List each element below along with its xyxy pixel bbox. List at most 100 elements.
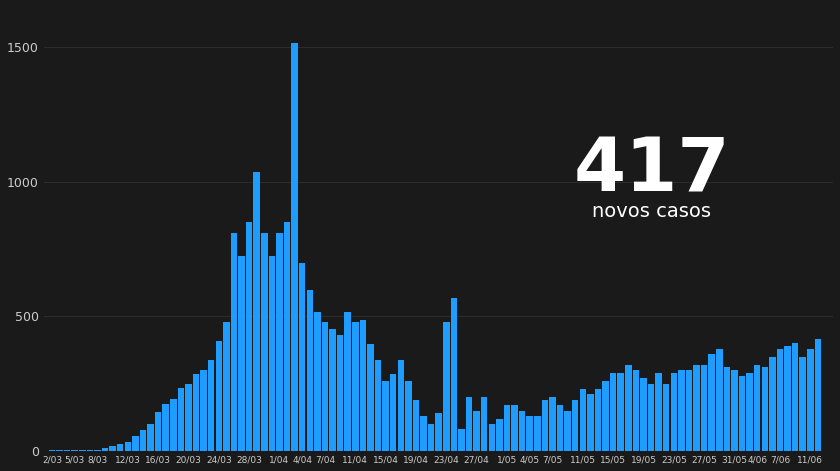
Bar [94, 449, 101, 451]
Bar [602, 381, 609, 451]
Bar [117, 444, 123, 451]
Bar [595, 389, 601, 451]
Bar [792, 343, 798, 451]
Bar [527, 416, 533, 451]
Bar [208, 360, 214, 451]
Bar [375, 360, 381, 451]
Bar [412, 400, 419, 451]
Bar [519, 411, 525, 451]
Bar [420, 416, 427, 451]
Bar [701, 365, 707, 451]
Bar [162, 404, 169, 451]
Bar [71, 450, 78, 451]
Bar [504, 405, 510, 451]
Bar [716, 349, 722, 451]
Text: novos casos: novos casos [592, 202, 711, 221]
Bar [382, 381, 389, 451]
Bar [322, 322, 328, 451]
Bar [352, 322, 359, 451]
Bar [337, 335, 344, 451]
Bar [261, 234, 267, 451]
Bar [56, 450, 63, 451]
Bar [474, 411, 480, 451]
Bar [49, 450, 55, 451]
Bar [397, 360, 404, 451]
Bar [815, 339, 822, 451]
Bar [610, 373, 617, 451]
Bar [276, 234, 283, 451]
Bar [663, 383, 669, 451]
Bar [769, 357, 775, 451]
Bar [670, 373, 677, 451]
Bar [201, 370, 207, 451]
Bar [572, 400, 579, 451]
Bar [587, 394, 594, 451]
Bar [284, 222, 291, 451]
Bar [708, 354, 715, 451]
Bar [625, 365, 632, 451]
Bar [549, 397, 556, 451]
Bar [450, 298, 457, 451]
Bar [193, 374, 199, 451]
Bar [435, 413, 442, 451]
Bar [132, 436, 139, 451]
Bar [489, 424, 495, 451]
Bar [254, 172, 260, 451]
Bar [177, 388, 184, 451]
Bar [466, 397, 472, 451]
Bar [428, 424, 434, 451]
Bar [124, 442, 131, 451]
Bar [777, 349, 783, 451]
Bar [542, 400, 549, 451]
Bar [155, 413, 161, 451]
Bar [139, 430, 146, 451]
Bar [307, 290, 313, 451]
Bar [724, 367, 730, 451]
Bar [64, 450, 71, 451]
Bar [216, 341, 222, 451]
Bar [170, 398, 176, 451]
Bar [481, 397, 487, 451]
Bar [534, 416, 540, 451]
Bar [109, 446, 116, 451]
Bar [405, 381, 412, 451]
Bar [762, 367, 768, 451]
Bar [785, 346, 790, 451]
Bar [617, 373, 624, 451]
Text: 417: 417 [574, 135, 730, 208]
Bar [147, 424, 154, 451]
Bar [329, 329, 336, 451]
Bar [246, 222, 252, 451]
Bar [367, 344, 374, 451]
Bar [344, 312, 351, 451]
Bar [564, 411, 571, 451]
Bar [655, 373, 662, 451]
Bar [360, 320, 366, 451]
Bar [269, 256, 276, 451]
Bar [79, 450, 86, 451]
Bar [459, 430, 465, 451]
Bar [640, 378, 647, 451]
Bar [648, 383, 654, 451]
Bar [223, 322, 229, 451]
Bar [390, 374, 396, 451]
Bar [299, 263, 306, 451]
Bar [512, 405, 517, 451]
Bar [102, 448, 108, 451]
Bar [443, 322, 449, 451]
Bar [747, 373, 753, 451]
Bar [314, 312, 321, 451]
Bar [186, 384, 192, 451]
Bar [732, 370, 738, 451]
Bar [87, 449, 93, 451]
Bar [800, 357, 806, 451]
Bar [496, 419, 502, 451]
Bar [231, 234, 237, 451]
Bar [807, 349, 813, 451]
Bar [685, 370, 692, 451]
Bar [693, 365, 700, 451]
Bar [754, 365, 760, 451]
Bar [739, 375, 745, 451]
Bar [557, 405, 564, 451]
Bar [239, 256, 244, 451]
